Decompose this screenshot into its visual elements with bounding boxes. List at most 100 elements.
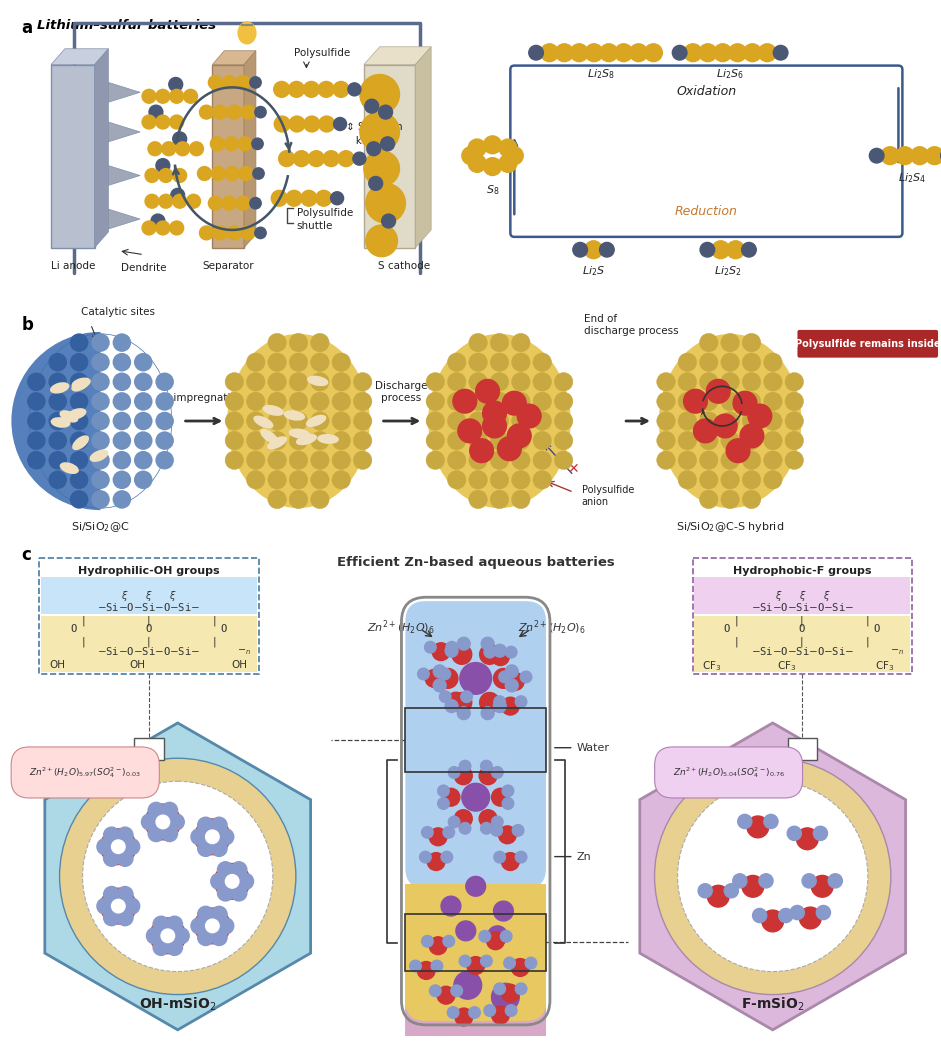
Ellipse shape	[428, 334, 571, 508]
Circle shape	[241, 105, 255, 119]
Circle shape	[183, 90, 198, 103]
Circle shape	[502, 797, 514, 809]
Circle shape	[91, 471, 110, 489]
Text: $\xi$      $\xi$      $\xi$: $\xi$ $\xi$ $\xi$	[121, 589, 177, 604]
Circle shape	[274, 117, 290, 132]
Circle shape	[512, 824, 524, 836]
Circle shape	[742, 490, 760, 509]
Circle shape	[742, 431, 760, 450]
Text: OH: OH	[129, 660, 145, 669]
Circle shape	[48, 373, 67, 391]
Circle shape	[70, 353, 88, 372]
Circle shape	[554, 412, 573, 430]
Circle shape	[491, 824, 502, 836]
Circle shape	[484, 136, 502, 154]
Circle shape	[161, 929, 175, 942]
Circle shape	[425, 669, 443, 687]
Circle shape	[439, 668, 458, 688]
Circle shape	[516, 983, 527, 994]
Circle shape	[493, 668, 514, 688]
Circle shape	[134, 451, 152, 469]
Circle shape	[491, 1006, 509, 1024]
Circle shape	[699, 353, 718, 372]
Text: $-$Si$-$O$-$Si$-$O$-$Si$-$: $-$Si$-$O$-$Si$-$O$-$Si$-$	[98, 602, 200, 613]
Circle shape	[721, 392, 740, 410]
Text: ✕: ✕	[566, 461, 579, 476]
Circle shape	[381, 136, 394, 151]
Circle shape	[480, 692, 500, 712]
Circle shape	[225, 451, 244, 469]
Circle shape	[811, 875, 833, 897]
Text: $Zn^{2+}(H_2O)_{5.04}(SO_4^{2-})_{0.76}$: $Zn^{2+}(H_2O)_{5.04}(SO_4^{2-})_{0.76}$	[673, 765, 785, 780]
Circle shape	[599, 243, 614, 257]
Circle shape	[354, 412, 372, 430]
Circle shape	[494, 852, 505, 863]
Circle shape	[721, 353, 740, 372]
Circle shape	[447, 451, 466, 469]
Circle shape	[289, 117, 305, 132]
Circle shape	[224, 136, 238, 151]
Circle shape	[585, 44, 603, 61]
Text: $-$Si$-$O$-$Si$-$O$-$Si$-$: $-$Si$-$O$-$Si$-$O$-$Si$-$	[751, 602, 853, 613]
Circle shape	[699, 490, 718, 509]
Circle shape	[91, 451, 110, 469]
Circle shape	[742, 471, 760, 489]
Circle shape	[222, 76, 236, 90]
FancyBboxPatch shape	[694, 578, 910, 614]
Circle shape	[699, 431, 718, 450]
Polygon shape	[108, 82, 140, 102]
Circle shape	[447, 692, 465, 710]
Circle shape	[104, 850, 120, 866]
Circle shape	[454, 971, 482, 999]
Text: a: a	[22, 19, 32, 37]
Text: $Zn^{2+}(H_2O)_6$: $Zn^{2+}(H_2O)_6$	[518, 619, 586, 637]
Circle shape	[156, 221, 169, 235]
Ellipse shape	[283, 410, 305, 421]
Text: Polysulfide
anion: Polysulfide anion	[582, 485, 634, 507]
Circle shape	[316, 191, 331, 206]
Circle shape	[721, 451, 740, 469]
Text: Water: Water	[577, 742, 610, 753]
Circle shape	[796, 828, 819, 849]
Circle shape	[499, 154, 517, 173]
Circle shape	[503, 958, 516, 969]
Circle shape	[364, 151, 400, 186]
Text: $Li_2S_6$: $Li_2S_6$	[716, 68, 744, 81]
Circle shape	[426, 373, 444, 391]
Circle shape	[555, 44, 573, 61]
Circle shape	[694, 420, 717, 442]
Ellipse shape	[227, 334, 370, 508]
Circle shape	[247, 373, 265, 391]
Circle shape	[721, 471, 740, 489]
Circle shape	[448, 816, 460, 828]
Circle shape	[699, 451, 718, 469]
Circle shape	[48, 451, 67, 469]
Circle shape	[354, 431, 372, 450]
Circle shape	[250, 198, 262, 209]
Circle shape	[48, 431, 67, 450]
Circle shape	[156, 158, 169, 173]
FancyBboxPatch shape	[213, 65, 244, 248]
Circle shape	[348, 83, 361, 96]
Circle shape	[698, 884, 712, 897]
Circle shape	[774, 46, 788, 60]
Circle shape	[366, 183, 406, 223]
Text: $|$          $|$          $|$: $|$ $|$ $|$	[81, 614, 217, 628]
Circle shape	[367, 142, 381, 156]
Circle shape	[828, 873, 842, 888]
Circle shape	[728, 44, 746, 61]
Text: b: b	[22, 316, 33, 334]
Circle shape	[162, 803, 178, 818]
Circle shape	[365, 99, 378, 113]
Circle shape	[788, 827, 802, 840]
Text: O           O           O: O O O	[725, 624, 881, 634]
Circle shape	[439, 668, 451, 680]
Circle shape	[117, 828, 133, 843]
Circle shape	[699, 392, 718, 410]
Circle shape	[785, 412, 804, 430]
Circle shape	[499, 826, 517, 844]
Circle shape	[490, 451, 509, 469]
Circle shape	[490, 333, 509, 352]
Circle shape	[211, 817, 227, 833]
Circle shape	[507, 424, 531, 448]
